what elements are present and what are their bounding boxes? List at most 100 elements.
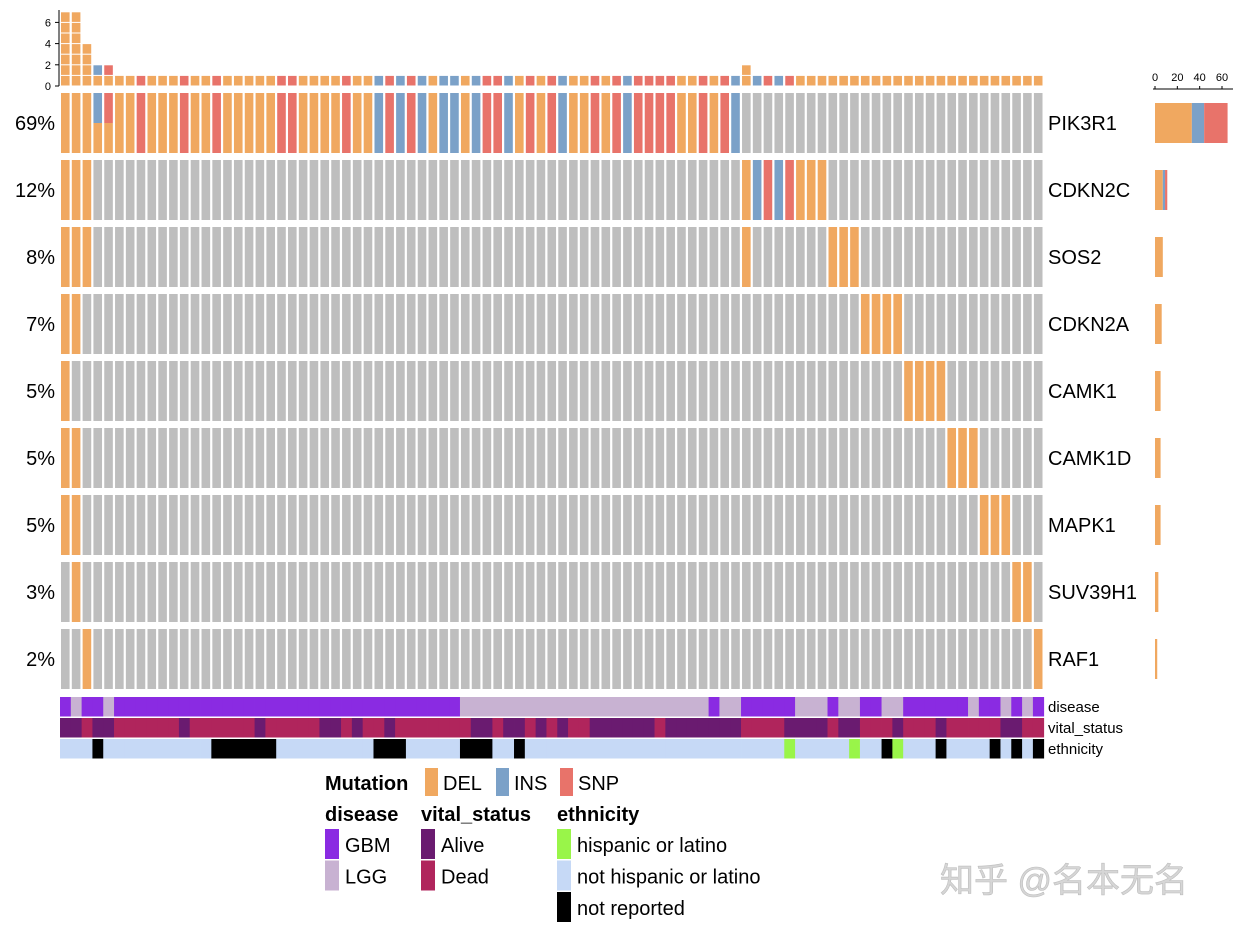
cell-wildtype: [742, 361, 751, 421]
cell-wildtype: [515, 495, 524, 555]
gene-name-label: CDKN2C: [1048, 180, 1130, 202]
cell-wildtype: [288, 160, 297, 220]
cell-wildtype: [623, 227, 632, 287]
cell-wildtype: [525, 495, 535, 555]
cell-wildtype: [579, 294, 589, 354]
cell-wildtype: [147, 361, 157, 421]
cell-wildtype: [61, 562, 70, 622]
cell-wildtype: [579, 361, 589, 421]
sample-count-bar-del: [947, 75, 957, 86]
cell-wildtype: [439, 294, 448, 354]
gene-name-label: PIK3R1: [1048, 113, 1117, 135]
cell-wildtype: [1023, 361, 1032, 421]
cell-wildtype: [82, 495, 92, 555]
ethnicity-annotation-cell: [849, 739, 861, 759]
cell-wildtype: [309, 361, 319, 421]
cell-wildtype: [147, 294, 157, 354]
cell-wildtype: [698, 562, 708, 622]
cell-snp: [666, 93, 675, 153]
cell-wildtype: [893, 428, 902, 488]
cell-del: [817, 160, 827, 220]
cell-wildtype: [644, 562, 654, 622]
disease-annotation-cell: [135, 697, 147, 717]
gene-percent-label: 5%: [26, 448, 55, 470]
sample-count-bar-del: [71, 33, 81, 44]
cell-wildtype: [947, 361, 957, 421]
cell-wildtype: [331, 160, 340, 220]
vital_status-annotation-cell: [665, 718, 677, 738]
sample-count-bar-ins: [623, 75, 632, 86]
cell-wildtype: [1033, 361, 1043, 421]
cell-wildtype: [947, 93, 957, 153]
vital_status-annotation-cell: [124, 718, 137, 738]
cell-wildtype: [298, 160, 308, 220]
disease-annotation-cell: [795, 697, 807, 717]
disease-annotation-cell: [827, 697, 839, 717]
cell-wildtype: [590, 562, 600, 622]
cell-wildtype: [687, 562, 697, 622]
ethnicity-annotation-cell: [146, 739, 158, 759]
cell-wildtype: [212, 629, 221, 689]
cell-wildtype: [569, 495, 578, 555]
cell-del: [947, 428, 957, 488]
cell-wildtype: [158, 361, 167, 421]
cell-wildtype: [828, 562, 838, 622]
legend-group-title: disease: [325, 804, 398, 826]
sample-count-bar-del: [515, 75, 524, 86]
ethnicity-annotation-cell: [924, 739, 937, 759]
cell-wildtype: [342, 428, 351, 488]
cell-wildtype: [169, 294, 178, 354]
annotation-track-label: vital_status: [1048, 720, 1123, 737]
cell-wildtype: [396, 294, 405, 354]
cell-wildtype: [439, 428, 448, 488]
ethnicity-annotation-cell: [124, 739, 137, 759]
cell-wildtype: [547, 428, 557, 488]
cell-wildtype: [796, 428, 805, 488]
ethnicity-annotation-cell: [178, 739, 191, 759]
top-y-tick-label: 4: [45, 39, 51, 51]
ethnicity-annotation-cell: [946, 739, 958, 759]
disease-annotation-cell: [968, 697, 980, 717]
cell-wildtype: [860, 495, 870, 555]
cell-wildtype: [839, 294, 848, 354]
cell-wildtype: [904, 629, 913, 689]
cell-wildtype: [212, 361, 221, 421]
cell-wildtype: [331, 495, 340, 555]
cell-wildtype: [644, 361, 654, 421]
cell-wildtype: [428, 428, 438, 488]
ethnicity-annotation-cell: [168, 739, 180, 759]
disease-annotation-cell: [535, 697, 547, 717]
cell-wildtype: [244, 495, 254, 555]
cell-wildtype: [914, 428, 924, 488]
cell-wildtype: [601, 227, 611, 287]
cell-wildtype: [255, 361, 265, 421]
cell-wildtype: [190, 428, 200, 488]
cell-ins: [471, 93, 481, 153]
cell-wildtype: [731, 495, 740, 555]
cell-wildtype: [958, 629, 967, 689]
gene-name-label: MAPK1: [1048, 515, 1116, 537]
sample-count-bar-ins: [396, 75, 405, 86]
cell-wildtype: [839, 428, 848, 488]
cell-wildtype: [288, 294, 297, 354]
vital_status-annotation-cell: [330, 718, 342, 738]
cell-wildtype: [525, 428, 535, 488]
cell-wildtype: [871, 160, 881, 220]
cell-del: [61, 294, 70, 354]
cell-wildtype: [1033, 294, 1043, 354]
cell-wildtype: [558, 629, 567, 689]
cell-wildtype: [882, 93, 892, 153]
cell-del: [860, 294, 870, 354]
cell-wildtype: [850, 294, 859, 354]
cell-wildtype: [644, 294, 654, 354]
disease-annotation-cell: [751, 697, 764, 717]
disease-annotation-cell: [189, 697, 201, 717]
cell-del: [223, 93, 232, 153]
cell-wildtype: [558, 294, 567, 354]
cell-wildtype: [796, 294, 805, 354]
cell-del: [331, 93, 340, 153]
cell-wildtype: [536, 629, 546, 689]
cell-wildtype: [601, 562, 611, 622]
cell-wildtype: [136, 294, 146, 354]
cell-wildtype: [925, 629, 935, 689]
